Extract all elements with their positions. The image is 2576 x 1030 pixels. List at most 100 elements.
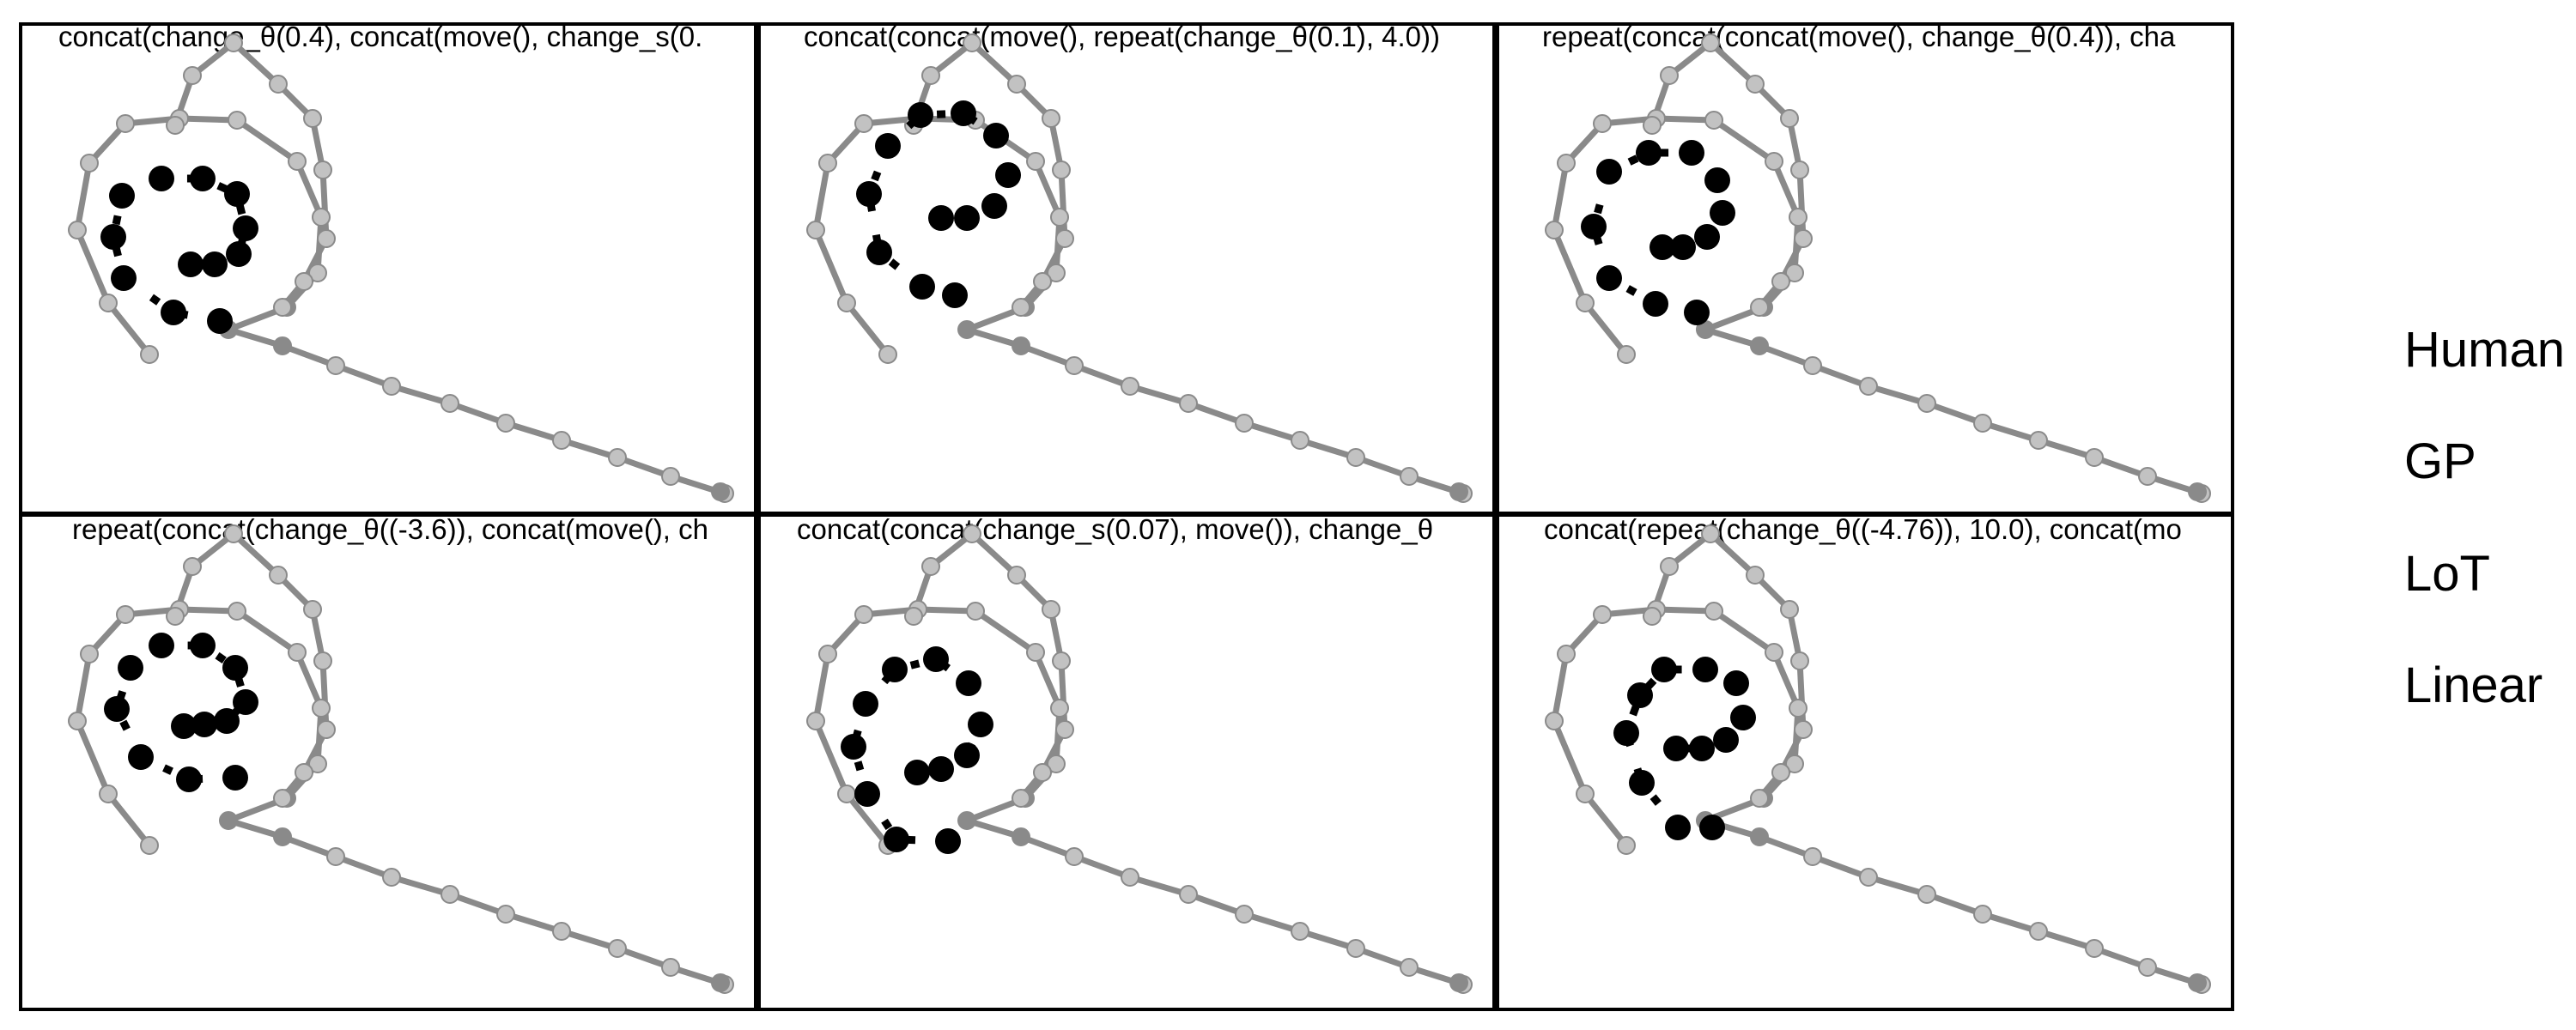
trajectory-plot — [806, 33, 1473, 503]
gray-trajectory-point — [1042, 109, 1060, 128]
gray-trajectory-point — [1026, 643, 1045, 662]
gray-trajectory-point — [818, 154, 837, 173]
gray-trajectory-point — [711, 973, 730, 992]
gray-trajectory-point — [1400, 958, 1419, 977]
gray-trajectory-point — [440, 885, 459, 904]
gray-trajectory-point — [1701, 524, 1720, 543]
gray-trajectory-point — [166, 607, 185, 626]
predicted-trajectory-line — [865, 109, 1012, 300]
predicted-trajectory-point — [1649, 234, 1675, 260]
gray-trajectory-point — [1917, 394, 1936, 413]
gray-trajectory-point — [552, 431, 571, 450]
gray-trajectory-point — [1346, 448, 1365, 467]
gray-trajectory-point — [837, 785, 856, 803]
gray-trajectory-point — [116, 114, 135, 133]
predicted-trajectory-point — [1699, 815, 1725, 840]
panel-6: concat(repeat(change_θ((-4.76)), 10.0), … — [1496, 513, 2234, 1011]
panel-4-frame — [19, 513, 757, 1011]
gray-trajectory-point — [308, 264, 327, 282]
trajectory-plot — [1545, 33, 2211, 503]
gray-trajectory-point — [1701, 33, 1720, 52]
gray-trajectory-point — [1033, 763, 1052, 782]
gray-trajectory-point — [2188, 482, 2207, 501]
predicted-trajectory-point — [1665, 815, 1691, 840]
gray-trajectory-point — [273, 298, 292, 317]
legend-label-linear: Linear — [2404, 657, 2543, 713]
predicted-trajectory-point — [176, 766, 202, 792]
predicted-trajectory-point — [1679, 140, 1704, 166]
panel-6-title: concat(repeat(change_θ((-4.76)), 10.0), … — [1544, 513, 2182, 545]
gray-trajectory-point — [1660, 557, 1679, 576]
gray-trajectory-point — [661, 958, 680, 977]
panel-5: concat(concat(change_s(0.07), move()), c… — [757, 513, 1496, 1011]
predicted-trajectory-point — [109, 183, 135, 209]
gray-trajectory-point — [273, 827, 292, 846]
gray-trajectory-point — [166, 116, 185, 135]
panel-3-title: repeat(concat(concat(move(), change_θ(0.… — [1542, 21, 2176, 52]
predicted-trajectory-point — [995, 162, 1021, 188]
predicted-trajectory-point — [968, 712, 993, 737]
gray-trajectory-point — [608, 939, 627, 958]
predicted-trajectory-point — [1651, 657, 1677, 682]
gray-trajectory-point — [661, 467, 680, 486]
predicted-trajectory-point — [190, 633, 216, 658]
gray-trajectory-point — [1917, 885, 1936, 904]
trajectory-plot — [1545, 524, 2211, 994]
gray-trajectory-point — [1012, 336, 1030, 355]
predicted-trajectory-point — [853, 691, 878, 717]
panel-3: repeat(concat(concat(move(), change_θ(0.… — [1496, 21, 2234, 515]
gray-trajectory-point — [140, 836, 159, 855]
gray-trajectory-point — [1179, 885, 1198, 904]
gray-trajectory-point — [1050, 208, 1069, 227]
gray-trajectory-point — [1007, 566, 1026, 585]
gray-trajectory-point — [1052, 161, 1071, 179]
gray-trajectory-point — [1643, 607, 1662, 626]
gray-trajectory-point — [1576, 785, 1595, 803]
gray-trajectory-point — [957, 811, 976, 830]
trajectory-plot — [806, 524, 1473, 994]
legend: Human GP LoT Linear — [2404, 322, 2565, 713]
gray-trajectory-point — [1065, 847, 1084, 866]
predicted-trajectory-point — [942, 282, 968, 308]
predicted-trajectory-point — [1684, 300, 1710, 325]
gray-trajectory-point — [326, 356, 345, 375]
gray-trajectory-line — [1551, 606, 2205, 988]
panel-5-title: concat(concat(change_s(0.07), move()), c… — [797, 513, 1433, 545]
gray-trajectory-point — [1449, 482, 1468, 501]
gray-trajectory-point — [496, 905, 515, 924]
gray-trajectory-point — [1859, 377, 1878, 396]
panel-2: concat(concat(move(), repeat(change_θ(0.… — [757, 21, 1496, 515]
predicted-trajectory-point — [983, 123, 1009, 148]
panel-2-title: concat(concat(move(), repeat(change_θ(0.… — [804, 21, 1440, 52]
gray-trajectory-point — [1660, 66, 1679, 85]
gray-trajectory-point — [224, 524, 243, 543]
legend-label-lot: LoT — [2404, 546, 2490, 602]
gray-trajectory-point — [818, 645, 837, 663]
gray-trajectory-point — [2029, 431, 2048, 450]
predicted-trajectory-point — [954, 205, 980, 231]
gray-trajectory-point — [1052, 651, 1071, 670]
panel-1: concat(change_θ(0.4), concat(move(), cha… — [19, 22, 757, 515]
predicted-trajectory-point — [207, 308, 233, 334]
gray-trajectory-point — [295, 272, 313, 291]
gray-trajectory-point — [312, 699, 331, 718]
gray-trajectory-point — [837, 294, 856, 312]
gray-trajectory-point — [312, 208, 331, 227]
gray-trajectory-point — [288, 643, 307, 662]
gray-trajectory-point — [496, 414, 515, 433]
gray-trajectory-point — [1617, 345, 1636, 364]
predicted-trajectory-point — [1692, 657, 1718, 682]
predicted-trajectory-point — [841, 734, 866, 760]
gray-trajectory-point — [440, 394, 459, 413]
gray-trajectory-point — [1750, 789, 1769, 808]
gray-trajectory-point — [1785, 754, 1804, 773]
predicted-trajectory-point — [178, 251, 204, 277]
gray-trajectory-point — [1750, 298, 1769, 317]
trajectory-plot — [68, 524, 734, 994]
gray-trajectory-point — [2138, 467, 2157, 486]
predicted-trajectory-point — [128, 744, 154, 770]
panel-4-title: repeat(concat(change_θ((-3.6)), concat(m… — [72, 513, 708, 545]
predicted-trajectory-point — [190, 166, 216, 191]
gray-trajectory-point — [963, 33, 981, 52]
predicted-trajectory-point — [149, 166, 174, 191]
